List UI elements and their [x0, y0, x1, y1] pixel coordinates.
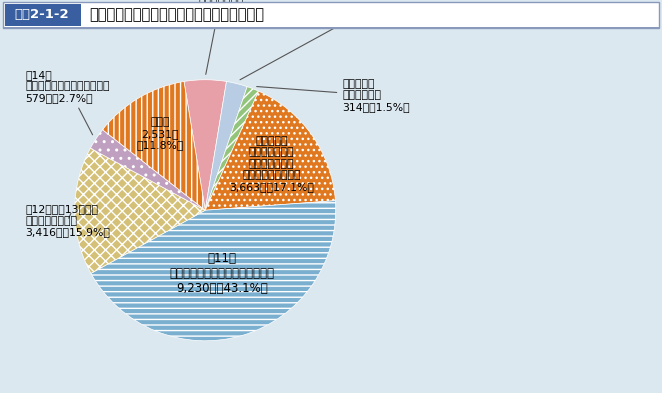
Wedge shape [75, 148, 205, 274]
Wedge shape [205, 86, 259, 210]
Text: その他
2,531件
（11.8%）: その他 2,531件 （11.8%） [136, 117, 183, 151]
Text: 第６条関係
（配置・昇進・降格・教育訓練等）
566件（2.6%）: 第６条関係 （配置・昇進・降格・教育訓練等） 566件（2.6%） [240, 0, 446, 80]
Text: 第11条
（セクシュアル・ハラスメント）
9,230件（43.1%）: 第11条 （セクシュアル・ハラスメント） 9,230件（43.1%） [169, 252, 275, 295]
Text: 第９条関係
（婚姻、妊娠・
出産等を理由と
する不利益取扱い）
3,663件（17.1%）: 第９条関係 （婚姻、妊娠・ 出産等を理由と する不利益取扱い） 3,663件（1… [229, 136, 314, 192]
Text: 第14条
（ポジティブ・アクション）
579件（2.7%）: 第14条 （ポジティブ・アクション） 579件（2.7%） [25, 70, 110, 135]
Wedge shape [205, 91, 336, 210]
Wedge shape [184, 80, 226, 210]
Text: 第７条関係
（間接差別）
314件（1.5%）: 第７条関係 （間接差別） 314件（1.5%） [257, 79, 410, 112]
Text: 第５条関係
（募集・採用）
1,119件（5.2%）: 第５条関係 （募集・採用） 1,119件（5.2%） [182, 0, 260, 74]
Text: 男女雇用機会均等法に関する相談内容の内訳: 男女雇用機会均等法に関する相談内容の内訳 [89, 7, 264, 22]
Text: 図表2-1-2: 図表2-1-2 [15, 8, 69, 21]
Text: 第12条、第13条関係
（母性健康管理）
3,416件（15.9%）: 第12条、第13条関係 （母性健康管理） 3,416件（15.9%） [25, 204, 110, 237]
Wedge shape [91, 130, 205, 210]
Wedge shape [91, 201, 336, 341]
Wedge shape [205, 81, 247, 210]
Wedge shape [103, 81, 205, 210]
